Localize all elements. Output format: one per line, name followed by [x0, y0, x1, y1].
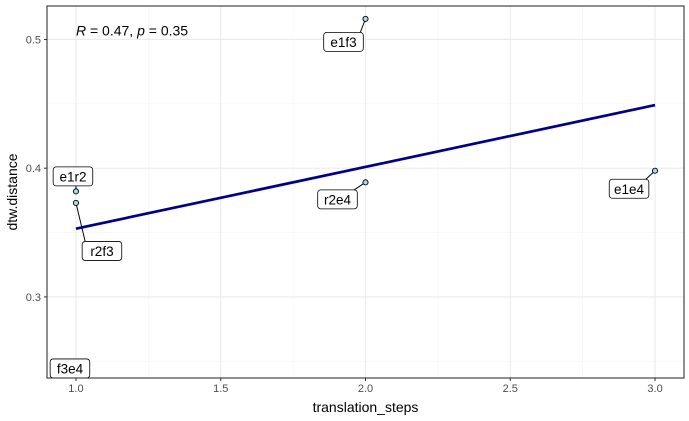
- y-tick-label: 0.5: [26, 34, 41, 46]
- x-tick-label: 3.0: [647, 383, 662, 395]
- r-value: = 0.47,: [86, 22, 137, 38]
- point-label: r2f3: [75, 202, 123, 261]
- correlation-annotation: R = 0.47, p = 0.35: [76, 22, 188, 38]
- point-labels: e1r2 r2f3 f3e4 e1f3 r2e4 e1e4: [49, 18, 656, 379]
- point-label-text: e1e4: [614, 182, 645, 197]
- point-label-text: e1r2: [59, 169, 86, 184]
- x-tick-label: 1.5: [213, 383, 228, 395]
- point-label-text: r2f3: [90, 244, 113, 259]
- x-tick-label: 1.0: [68, 383, 83, 395]
- point-label: e1e4: [608, 170, 656, 199]
- data-point: [72, 199, 80, 206]
- data-point: [362, 179, 369, 186]
- data-point: [651, 167, 659, 174]
- label-box: [608, 178, 650, 199]
- label-box: [52, 166, 94, 187]
- x-axis: 1.0 1.5 2.0 2.5 3.0: [68, 378, 663, 395]
- point-label: e1r2: [52, 166, 94, 192]
- data-point: [72, 188, 80, 195]
- point-label-text: e1f3: [330, 35, 356, 50]
- y-axis-title: dtw.distance: [4, 153, 20, 230]
- regression-layer: [75, 103, 656, 231]
- y-tick-label: 0.4: [26, 163, 41, 175]
- regression-line: [75, 103, 656, 231]
- label-connector: [75, 202, 86, 242]
- x-tick-label: 2.0: [358, 383, 373, 395]
- point-label: f3e4: [49, 358, 91, 379]
- x-axis-title: translation_steps: [313, 399, 419, 415]
- point-label-text: r2e4: [324, 192, 352, 207]
- point-label: r2e4: [317, 181, 366, 210]
- label-box: [81, 241, 123, 261]
- label-box: [317, 189, 358, 210]
- p-symbol: p: [136, 22, 145, 38]
- data-point: [362, 15, 369, 22]
- y-tick-label: 0.3: [26, 292, 41, 304]
- y-axis: 0.3 0.4 0.5: [26, 34, 47, 304]
- x-tick-label: 2.5: [503, 383, 518, 395]
- p-value: = 0.35: [145, 22, 188, 38]
- grid-major: [47, 6, 684, 378]
- label-box: [323, 31, 364, 52]
- point-label: e1f3: [323, 18, 366, 52]
- r-symbol: R: [76, 22, 86, 38]
- point-label-text: f3e4: [57, 361, 84, 376]
- data-points: [72, 15, 659, 206]
